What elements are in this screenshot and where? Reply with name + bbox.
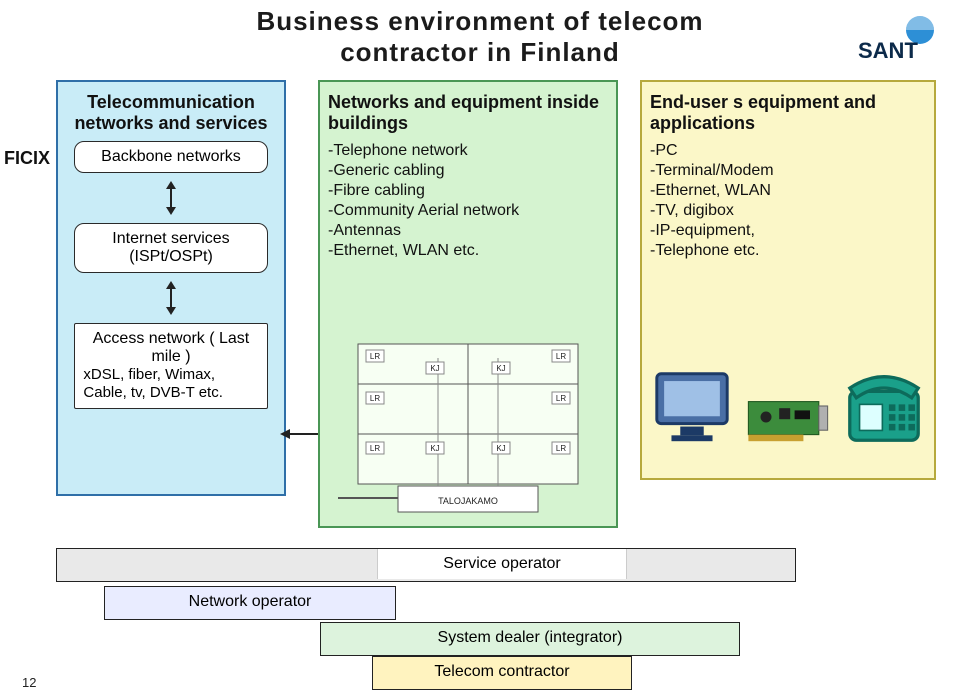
col2-item: -Fibre cabling	[328, 181, 608, 201]
svg-text:TALOJAKAMO: TALOJAKAMO	[438, 496, 498, 506]
ficix-label: FICIX	[4, 148, 50, 169]
logo-text: SANT	[858, 38, 918, 63]
access-sub: xDSL, fiber, Wimax, Cable, tv, DVB-T etc…	[83, 366, 258, 402]
col2-item: -Ethernet, WLAN etc.	[328, 241, 608, 261]
col3-item: -Telephone etc.	[650, 241, 926, 261]
svg-text:KJ: KJ	[430, 444, 439, 453]
col2-item: -Generic cabling	[328, 161, 608, 181]
col3-heading: End-user s equipment and applications	[650, 92, 926, 133]
col3-item: -IP-equipment,	[650, 221, 926, 241]
page-title: Business environment of telecom contract…	[200, 6, 760, 68]
column-telecom-networks: Telecommunication networks and services …	[56, 80, 286, 496]
col2-heading: Networks and equipment inside buildings	[328, 92, 608, 133]
svg-text:KJ: KJ	[430, 364, 439, 373]
col2-item: -Telephone network	[328, 141, 608, 161]
network-operator-bar: Network operator	[104, 586, 396, 620]
access-title: Access network ( Last mile )	[83, 330, 258, 366]
telecom-contractor-bar: Telecom contractor	[372, 656, 632, 690]
svg-text:LR: LR	[370, 352, 380, 361]
service-operator-bar: Service operator	[56, 548, 796, 582]
col1-heading: Telecommunication networks and services	[66, 92, 276, 133]
col3-item: -Ethernet, WLAN	[650, 181, 926, 201]
backbone-chip: Backbone networks	[74, 141, 267, 173]
col2-item: -Community Aerial network	[328, 201, 608, 221]
col2-item: -Antennas	[328, 221, 608, 241]
svg-text:LR: LR	[556, 352, 566, 361]
svg-text:LR: LR	[556, 444, 566, 453]
svg-text:LR: LR	[370, 394, 380, 403]
equipment-icons	[648, 310, 928, 450]
double-arrow-icon	[161, 281, 181, 315]
col3-item: -Terminal/Modem	[650, 161, 926, 181]
col3-items: -PC -Terminal/Modem -Ethernet, WLAN -TV,…	[650, 141, 926, 261]
phone-icon	[840, 362, 928, 450]
col3-item: -PC	[650, 141, 926, 161]
isp-chip: Internet services (ISPt/OSPt)	[74, 223, 267, 273]
system-dealer-bar: System dealer (integrator)	[320, 622, 740, 656]
col3-item: -TV, digibox	[650, 201, 926, 221]
page-number: 12	[22, 675, 36, 690]
sant-logo: SANT	[856, 14, 936, 68]
svg-text:LR: LR	[556, 394, 566, 403]
building-diagram: TALOJAKAMO LR LR KJ KJ LR LR LR LR KJ KJ	[338, 338, 598, 518]
double-arrow-icon	[161, 181, 181, 215]
access-network-chip: Access network ( Last mile ) xDSL, fiber…	[74, 323, 267, 409]
pci-card-icon	[744, 395, 832, 450]
svg-text:KJ: KJ	[496, 444, 505, 453]
svg-text:LR: LR	[370, 444, 380, 453]
svg-text:KJ: KJ	[496, 364, 505, 373]
col2-items: -Telephone network -Generic cabling -Fib…	[328, 141, 608, 261]
service-operator-label: Service operator	[377, 549, 627, 579]
monitor-icon	[648, 362, 736, 450]
